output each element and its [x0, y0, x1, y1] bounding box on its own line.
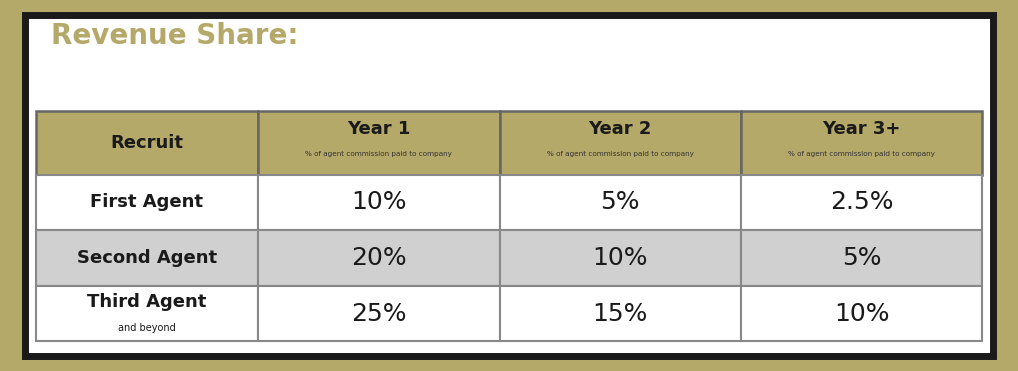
Text: 10%: 10% — [351, 190, 406, 214]
FancyBboxPatch shape — [25, 15, 993, 356]
Text: % of agent commission paid to company: % of agent commission paid to company — [547, 151, 693, 157]
Text: 5%: 5% — [842, 246, 882, 270]
Text: Recruit: Recruit — [110, 134, 183, 152]
FancyBboxPatch shape — [741, 111, 982, 174]
Text: and beyond: and beyond — [118, 324, 176, 334]
Text: Revenue Share:: Revenue Share: — [51, 22, 298, 50]
Text: 25%: 25% — [351, 302, 406, 325]
Text: 20%: 20% — [351, 246, 406, 270]
FancyBboxPatch shape — [36, 111, 259, 174]
Text: 10%: 10% — [592, 246, 648, 270]
Text: Year 2: Year 2 — [588, 120, 652, 138]
Text: Third Agent: Third Agent — [88, 293, 207, 311]
Text: 5%: 5% — [601, 190, 640, 214]
Text: % of agent commission paid to company: % of agent commission paid to company — [305, 151, 452, 157]
FancyBboxPatch shape — [36, 174, 259, 230]
Text: Year 3+: Year 3+ — [823, 120, 901, 138]
FancyBboxPatch shape — [259, 111, 500, 174]
FancyBboxPatch shape — [500, 286, 741, 341]
FancyBboxPatch shape — [259, 286, 500, 341]
Text: First Agent: First Agent — [91, 193, 204, 211]
FancyBboxPatch shape — [500, 174, 741, 230]
FancyBboxPatch shape — [259, 174, 500, 230]
Text: 2.5%: 2.5% — [830, 190, 894, 214]
Text: 15%: 15% — [592, 302, 647, 325]
FancyBboxPatch shape — [36, 286, 259, 341]
Text: 10%: 10% — [834, 302, 890, 325]
FancyBboxPatch shape — [741, 230, 982, 286]
FancyBboxPatch shape — [741, 286, 982, 341]
FancyBboxPatch shape — [500, 230, 741, 286]
Text: Year 1: Year 1 — [347, 120, 410, 138]
FancyBboxPatch shape — [500, 111, 741, 174]
FancyBboxPatch shape — [741, 174, 982, 230]
Text: Second Agent: Second Agent — [76, 249, 217, 267]
FancyBboxPatch shape — [259, 230, 500, 286]
FancyBboxPatch shape — [36, 230, 259, 286]
Text: % of agent commission paid to company: % of agent commission paid to company — [788, 151, 936, 157]
